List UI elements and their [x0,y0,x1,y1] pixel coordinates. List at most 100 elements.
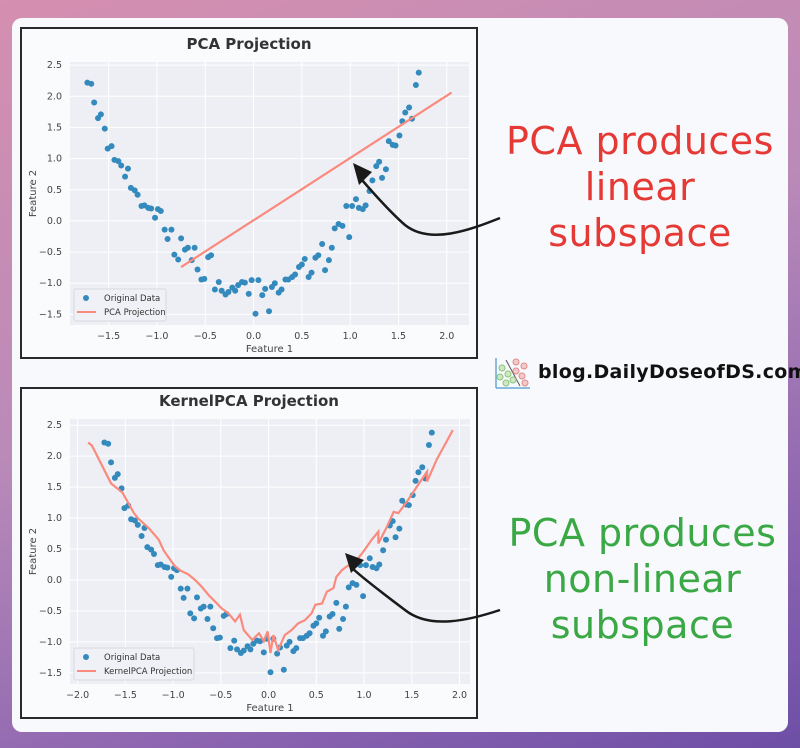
data-point [216,634,223,641]
data-point [306,630,313,637]
data-point [161,226,168,233]
data-point [118,162,125,169]
data-point [247,646,254,653]
data-point [266,308,273,315]
data-point [218,287,225,294]
data-point [232,287,239,294]
data-point [319,632,326,639]
data-point [346,234,353,241]
x-axis-label: Feature 1 [246,703,293,714]
annotation-line: PCA produces [508,511,777,555]
y-tick-label: 2.5 [47,420,62,431]
data-point [131,187,138,194]
y-tick-label: −0.5 [39,606,62,617]
data-point [151,550,158,557]
data-point [293,645,300,652]
y-tick-label: 0.0 [47,575,62,586]
data-point [352,196,359,203]
annotation-nonlinear: PCA produces non-linear subspace [500,510,785,648]
legend [73,288,167,322]
data-point [168,573,175,580]
data-point [280,666,287,673]
data-point [382,166,389,173]
data-point [148,546,155,553]
y-axis-label: Feature 2 [28,170,39,217]
data-point [298,261,305,268]
data-point [353,581,360,588]
data-point [175,256,182,263]
legend-label: KernelPCA Projection [104,667,192,677]
scatter-classification-icon [495,358,530,389]
data-point [313,620,320,627]
data-point [316,614,323,621]
data-point [373,163,380,170]
data-point [342,603,349,610]
data-point [240,647,247,654]
y-tick-label: 1.0 [47,513,62,524]
data-point [124,165,131,172]
arrow-to-pca-line [361,179,501,237]
annotation-linear: PCA produces linear subspace [500,118,780,256]
data-point [271,280,278,287]
y-tick-label: 1.5 [47,482,62,493]
data-point [331,225,338,232]
data-point [256,638,263,645]
data-point [101,125,108,132]
annotation-line: non-linear [543,557,742,601]
chart-title: PCA Projection [186,35,312,53]
data-point [245,290,252,297]
data-point [191,615,198,622]
y-tick-label: 2.5 [47,60,62,71]
data-point [108,459,115,466]
data-point [379,174,386,181]
data-point [425,442,432,449]
x-tick-label: −0.5 [209,690,232,701]
x-tick-label: 2.0 [452,690,467,701]
data-point [274,650,281,657]
legend-label: Original Data [104,294,160,304]
kernelpca-chart: KernelPCA Projection −2.0 −1.5 −1.0 −0.5 0.0… [20,387,478,719]
kernelpca-plot: −2.0 −1.5 −1.0 −0.5 0.0 0.5 1.0 1.5 2.0 −1.5 −1.0 −… [28,419,470,714]
data-point [168,226,175,233]
data-point [415,69,422,76]
x-tick-label: 1.0 [343,331,358,342]
data-point [91,99,98,106]
data-point [319,240,326,247]
data-point [345,584,352,591]
y-tick-label: 1.5 [47,122,62,133]
x-tick-label: 2.0 [439,331,454,342]
projection-line [87,429,454,654]
data-point [412,477,419,484]
data-point [301,255,308,262]
data-point [262,285,269,292]
data-point [362,562,369,569]
y-tick-label: −1.0 [39,278,62,289]
legend-label: PCA Projection [104,308,166,318]
x-tick-label: 0.5 [294,331,309,342]
data-point [184,585,191,592]
data-point [340,615,347,622]
logo: blog.DailyDoseofDS.com [492,354,800,390]
data-point [97,111,104,118]
projection-line [180,91,453,268]
x-tick-label: 1.5 [391,331,406,342]
data-point [366,555,373,562]
data-point [349,202,356,209]
data-point [369,177,376,184]
data-point [267,669,274,676]
x-tick-label: 0.0 [246,331,261,342]
data-point [308,269,315,276]
data-point [248,277,255,284]
y-tick-label: 1.0 [47,154,62,165]
legend-label: Original Data [104,653,160,663]
data-point [131,517,138,524]
data-point [178,235,185,242]
x-tick-label: 1.5 [404,690,419,701]
annotation-line: linear [584,165,696,209]
data-point [164,235,171,242]
y-tick-label: −1.5 [39,309,62,320]
data-point [305,274,312,281]
data-point [396,525,403,532]
data-point [255,277,262,284]
